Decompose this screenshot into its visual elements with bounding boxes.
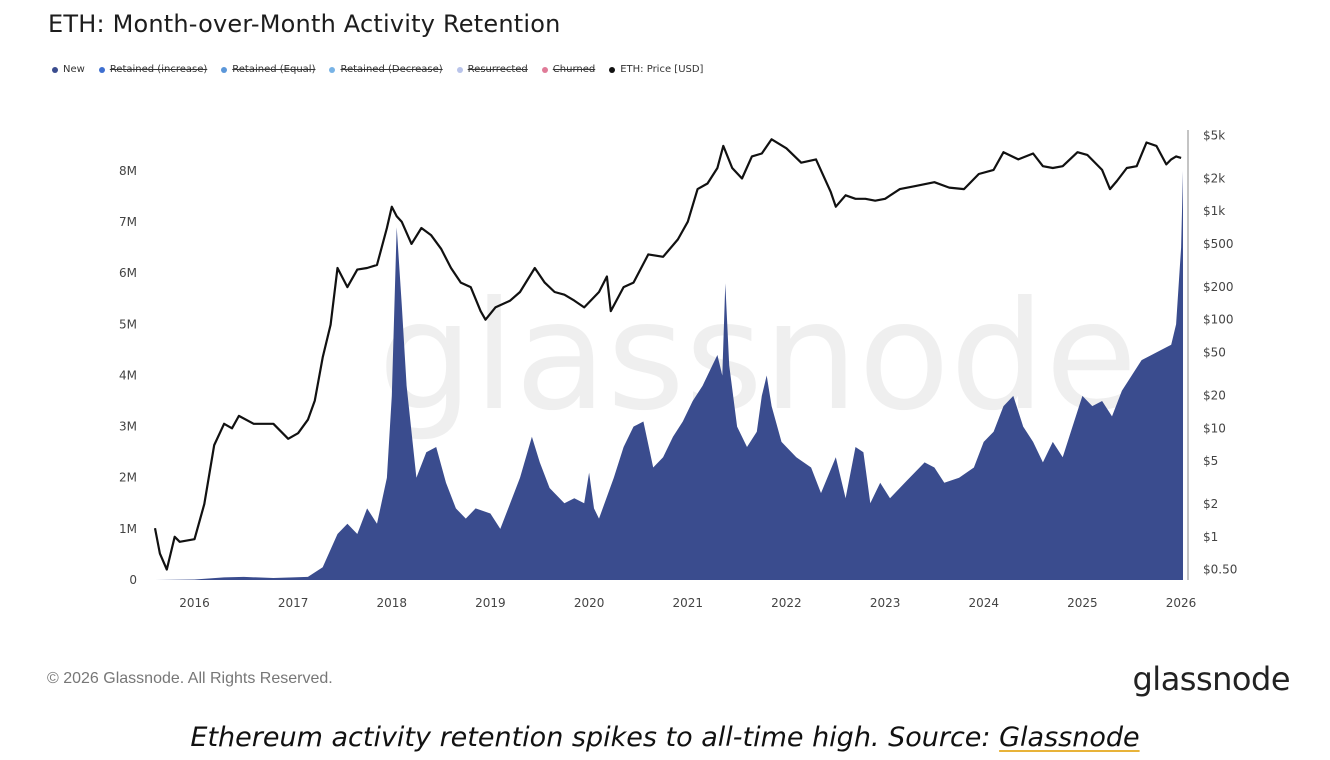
legend-label: New xyxy=(63,64,85,75)
glassnode-logo: glassnode xyxy=(1132,660,1290,698)
legend-swatch xyxy=(98,66,105,73)
y-right-tick-label: $0.50 xyxy=(1203,562,1237,576)
legend-item-3[interactable]: Retained (Decrease) xyxy=(329,64,443,75)
y-right-tick-label: $2 xyxy=(1203,497,1218,511)
legend-label: Resurrected xyxy=(467,64,528,75)
x-tick-label: 2017 xyxy=(278,596,309,610)
y-left-tick-label: 5M xyxy=(119,317,137,331)
y-left-tick-label: 3M xyxy=(119,420,137,434)
x-tick-label: 2022 xyxy=(771,596,802,610)
y-right-tick-label: $1k xyxy=(1203,204,1225,218)
y-left-tick-label: 7M xyxy=(119,215,137,229)
y-right-tick-label: $5 xyxy=(1203,454,1218,468)
caption: Ethereum activity retention spikes to al… xyxy=(0,722,1330,753)
price-series-layer xyxy=(153,138,1182,571)
chart-canvas: glassnode 2016 2017 2018 2019 2020 2021 2022 20… xyxy=(119,128,1237,610)
caption-text: Ethereum activity retention spikes to al… xyxy=(190,722,1000,753)
y-right-tick-label: $2k xyxy=(1203,172,1225,186)
legend: New Retained (increase) Retained (Equal) Re… xyxy=(52,64,717,75)
legend-item-6[interactable]: ETH: Price [USD] xyxy=(609,64,703,75)
y-right-tick-label: $500 xyxy=(1203,237,1234,251)
legend-label: Retained (Decrease) xyxy=(340,64,443,75)
legend-label: Churned xyxy=(552,64,596,75)
x-tick-label: 2024 xyxy=(968,596,999,610)
x-tick-label: 2025 xyxy=(1067,596,1098,610)
watermark: glassnode xyxy=(378,270,1137,444)
y-left-tick-label: 8M xyxy=(119,164,137,178)
legend-item-5[interactable]: Churned xyxy=(541,64,596,75)
legend-swatch xyxy=(52,66,58,73)
y-right-tick-label: $100 xyxy=(1203,313,1234,327)
legend-swatch xyxy=(609,66,616,73)
y-left-tick-label: 2M xyxy=(119,471,137,485)
price-series-line xyxy=(153,138,1182,571)
x-tick-label: 2016 xyxy=(179,596,210,610)
y-left-tick-label: 1M xyxy=(119,522,137,536)
legend-swatch xyxy=(541,66,548,73)
x-tick-label: 2026 xyxy=(1166,596,1197,610)
y-right-tick-label: $10 xyxy=(1203,421,1226,435)
legend-swatch xyxy=(329,66,336,73)
x-tick-label: 2020 xyxy=(574,596,605,610)
new-series-area xyxy=(155,170,1183,580)
legend-item-0[interactable]: New xyxy=(52,64,85,75)
y-right-tick-label: $5k xyxy=(1203,128,1225,142)
legend-swatch xyxy=(456,66,463,73)
x-axis-ticks: 2016 2017 2018 2019 2020 2021 2022 2023 2024 2025… xyxy=(179,596,1196,610)
legend-label: Retained (increase) xyxy=(109,64,208,75)
legend-item-4[interactable]: Resurrected xyxy=(456,64,528,75)
caption-source-link[interactable]: Glassnode xyxy=(999,722,1140,753)
copyright-notice: © 2026 Glassnode. All Rights Reserved. xyxy=(47,670,333,687)
x-tick-label: 2023 xyxy=(870,596,901,610)
legend-label: Retained (Equal) xyxy=(232,64,316,75)
y-right-tick-label: $20 xyxy=(1203,389,1226,403)
new-series-layer xyxy=(155,170,1183,580)
y-right-axis-ticks: $0.50 $1 $2 $5 $10 $20 $50 $100 $200 $500 $1k $2k $5… xyxy=(1203,128,1237,576)
x-tick-label: 2021 xyxy=(672,596,703,610)
y-left-tick-label: 4M xyxy=(119,368,137,382)
y-left-axis-ticks: 0 1M 2M 3M 4M 5M 6M 7M 8M xyxy=(119,164,137,587)
y-left-tick-label: 6M xyxy=(119,266,137,280)
chart-title: ETH: Month-over-Month Activity Retention xyxy=(48,10,561,38)
y-left-tick-label: 0 xyxy=(129,573,137,587)
y-right-tick-label: $50 xyxy=(1203,345,1226,359)
x-tick-label: 2019 xyxy=(475,596,506,610)
legend-swatch xyxy=(221,66,228,73)
x-tick-label: 2018 xyxy=(377,596,408,610)
legend-item-2[interactable]: Retained (Equal) xyxy=(221,64,315,75)
legend-label: ETH: Price [USD] xyxy=(620,64,704,75)
legend-item-1[interactable]: Retained (increase) xyxy=(98,64,208,75)
y-right-tick-label: $200 xyxy=(1203,280,1234,294)
y-right-tick-label: $1 xyxy=(1203,530,1218,544)
